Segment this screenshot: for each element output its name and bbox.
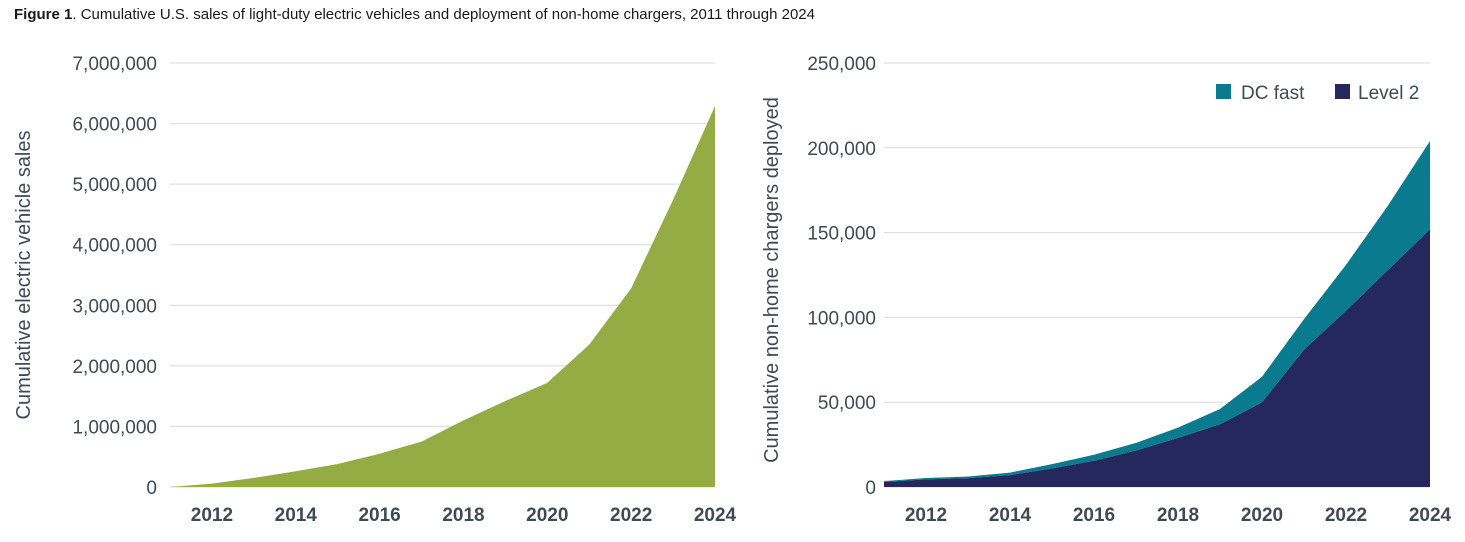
chart2-xtick-label: 2024 xyxy=(1409,505,1452,526)
chart1-ytick-label: 5,000,000 xyxy=(72,175,157,196)
chart2-legend-label-level-2: Level 2 xyxy=(1358,83,1419,104)
chart2-ytick-label: 250,000 xyxy=(807,54,876,75)
chart1-xtick-label: 2020 xyxy=(526,505,568,526)
figure-caption-text: . Cumulative U.S. sales of light-duty el… xyxy=(72,6,815,23)
chart1-ytick-label: 4,000,000 xyxy=(72,236,157,257)
chart1-ytick-label: 6,000,000 xyxy=(72,115,157,136)
chart1-ytick-label: 2,000,000 xyxy=(72,357,157,378)
figure-label: Figure 1 xyxy=(14,6,73,23)
chart2-legend-swatch-level-2 xyxy=(1335,84,1350,99)
chart2-legend-label-dc-fast: DC fast xyxy=(1241,83,1305,104)
chart2-ytick-label: 100,000 xyxy=(807,308,876,329)
chart2-area-level-2 xyxy=(884,229,1430,487)
chart1-xtick-label: 2022 xyxy=(610,505,652,526)
chart1-area-series xyxy=(170,106,715,487)
chart2-legend-swatch-dc-fast xyxy=(1216,84,1231,99)
chart1-ytick-label: 7,000,000 xyxy=(72,54,157,75)
chart2-ytick-label: 150,000 xyxy=(807,224,876,245)
chart2-xtick-label: 2016 xyxy=(1073,505,1115,526)
chart1-xtick-label: 2018 xyxy=(442,505,484,526)
chart2-ytick-label: 50,000 xyxy=(818,393,876,414)
chart1-xtick-label: 2012 xyxy=(191,505,233,526)
chart1-ylabel: Cumulative electric vehicle sales xyxy=(13,130,35,419)
chart2-area-dc-fast xyxy=(884,141,1430,482)
chart1-xtick-label: 2016 xyxy=(358,505,400,526)
chart2-xtick-label: 2014 xyxy=(989,505,1032,526)
chart1-xtick-label: 2014 xyxy=(275,505,318,526)
chart2-ylabel: Cumulative non-home chargers deployed xyxy=(761,97,783,463)
figure-caption: Figure 1. Cumulative U.S. sales of light… xyxy=(14,6,815,23)
chart2-xtick-label: 2022 xyxy=(1325,505,1367,526)
chart2-ytick-label: 0 xyxy=(865,478,876,499)
chart2-xtick-label: 2020 xyxy=(1241,505,1283,526)
chart1-xtick-label: 2024 xyxy=(694,505,737,526)
chart2-xtick-label: 2018 xyxy=(1157,505,1199,526)
chart2-xtick-label: 2012 xyxy=(905,505,947,526)
chart1-ytick-label: 1,000,000 xyxy=(72,417,157,438)
chart1-ytick-label: 0 xyxy=(146,478,157,499)
chart2-ytick-label: 200,000 xyxy=(807,139,876,160)
chart1-ytick-label: 3,000,000 xyxy=(72,296,157,317)
